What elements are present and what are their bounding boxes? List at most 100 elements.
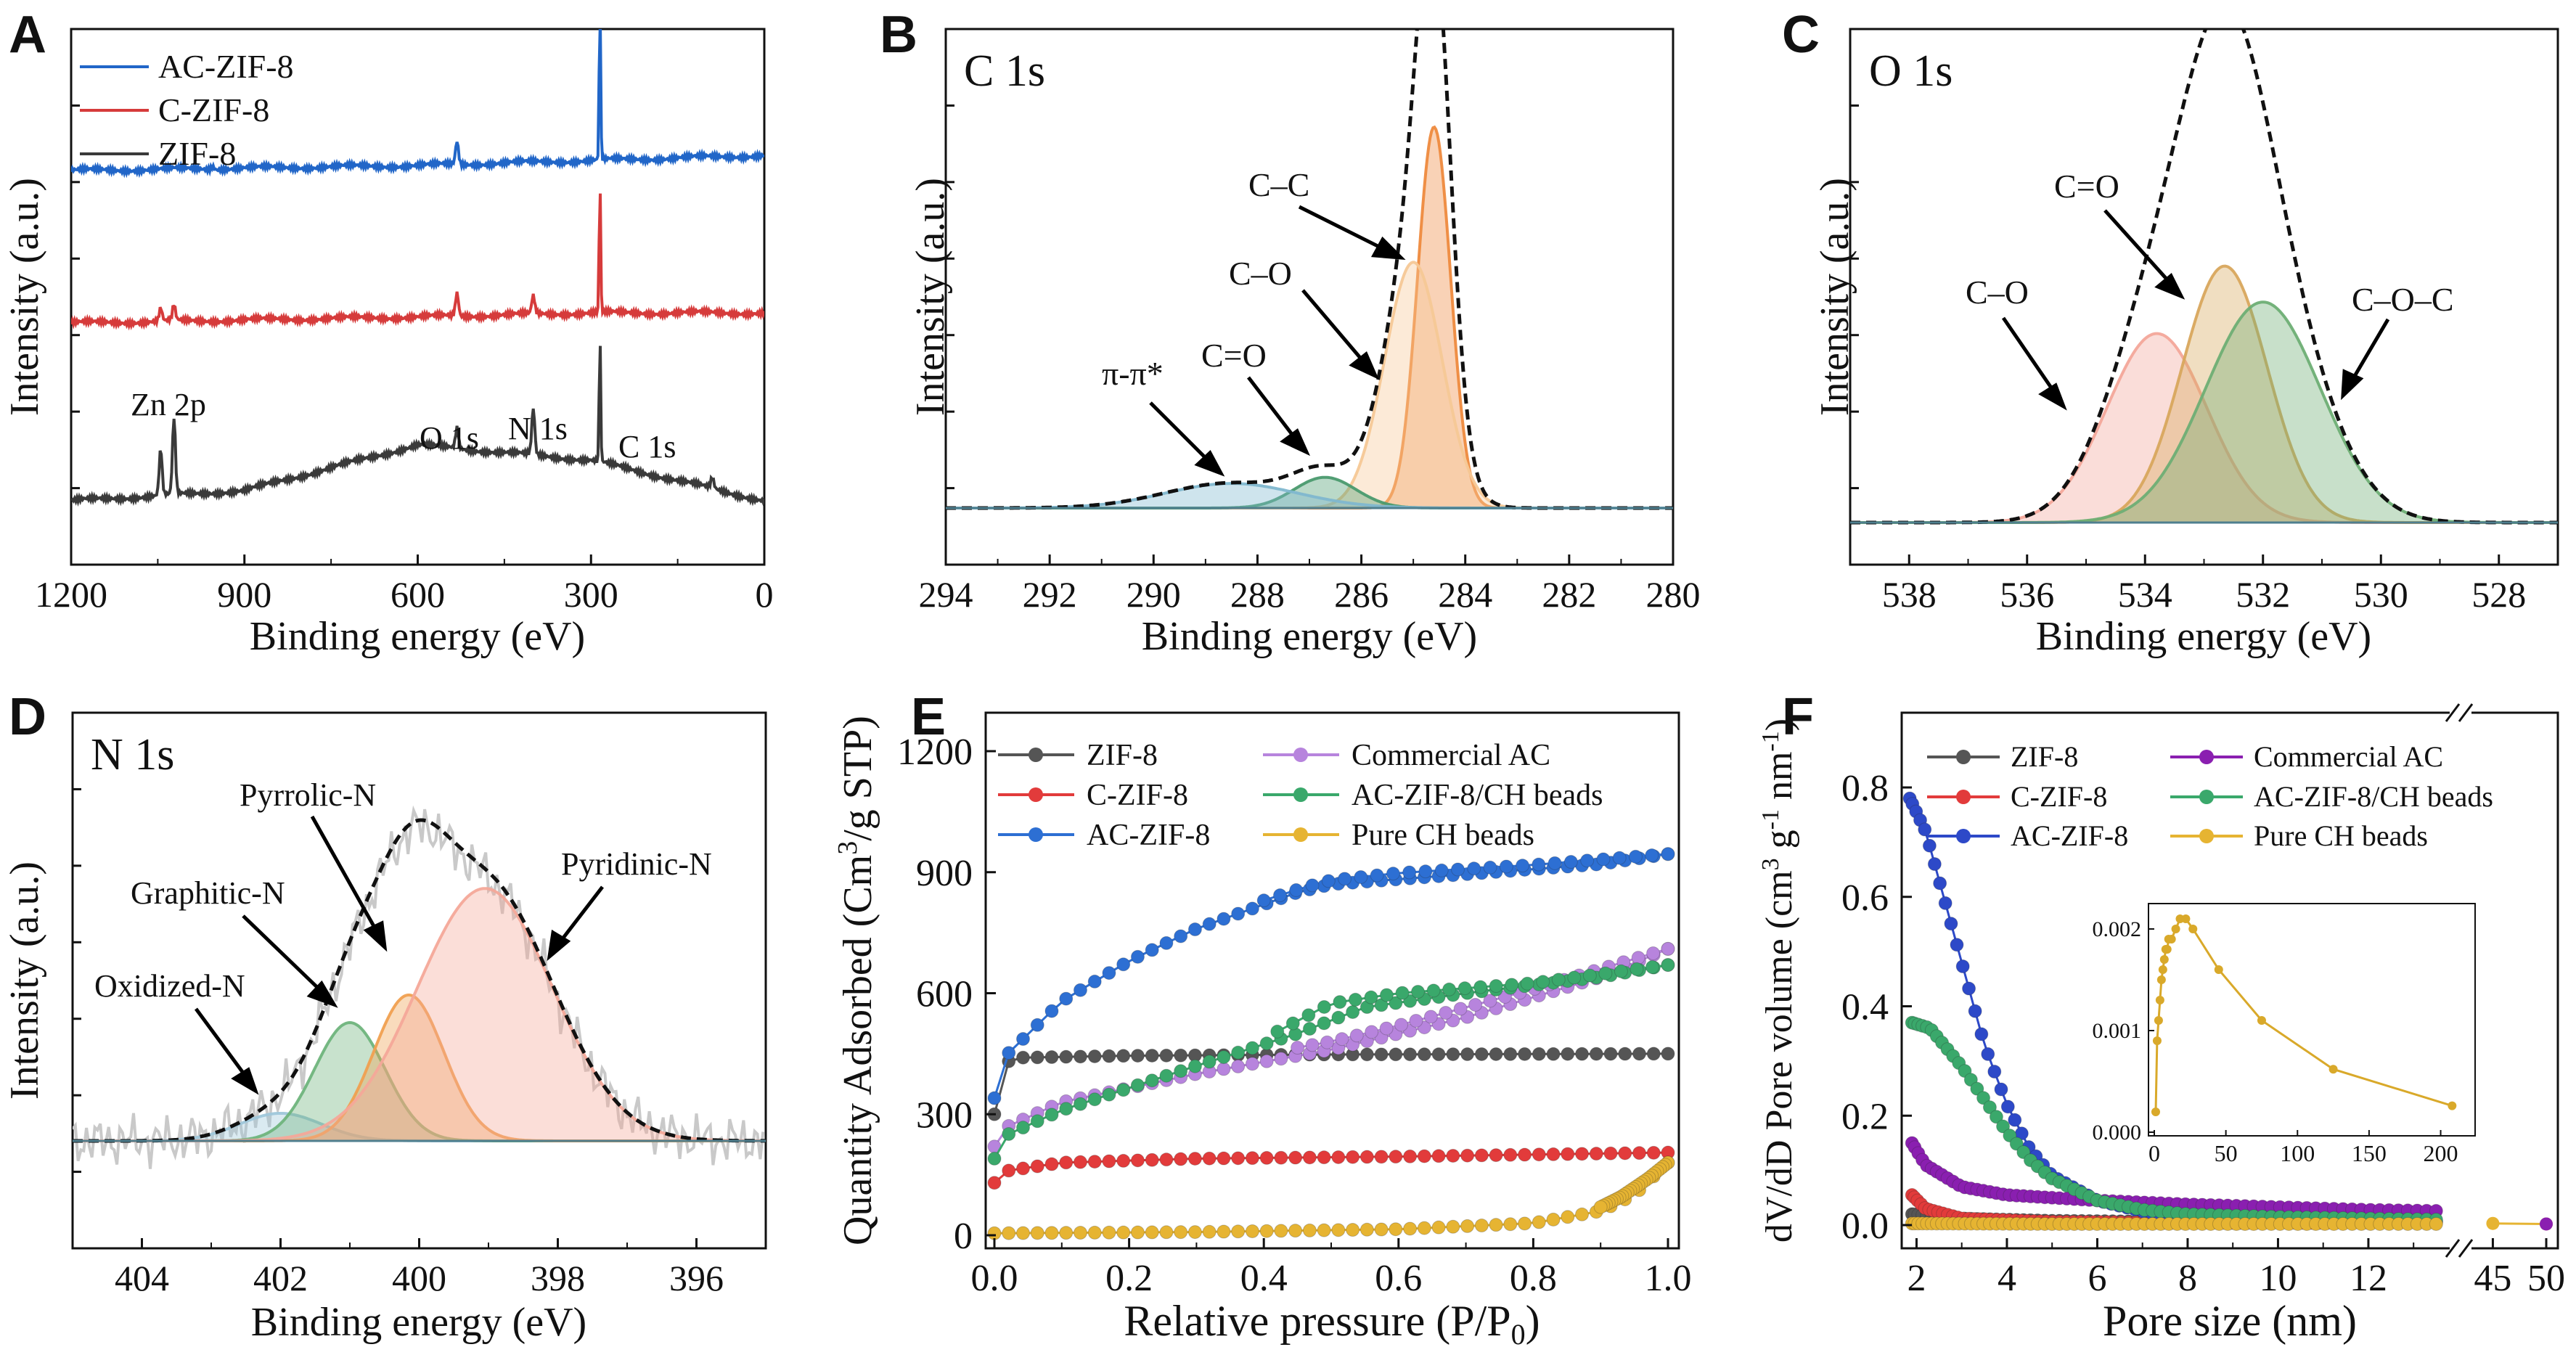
data-point [1302,1150,1317,1165]
data-point [1289,883,1304,897]
inset-data-point [2162,945,2172,954]
data-point [1365,1025,1379,1039]
data-point [1598,966,1613,981]
x-tick-label: 900 [217,574,271,615]
data-point [1532,1047,1546,1061]
data-point [1073,1097,1087,1111]
x-tick-label: 1.0 [1645,1258,1692,1299]
inset-data-point [2158,965,2167,974]
x-tick-label: 8 [2178,1258,2197,1299]
data-point [1073,983,1087,997]
data-point [1331,1010,1346,1025]
data-point [1245,901,1259,916]
data-point [1561,1147,1575,1161]
data-point [1305,1038,1320,1052]
data-point [1646,1047,1661,1061]
annotation-arrows [194,205,2390,1095]
data-point [1546,1212,1561,1227]
data-point [1145,1048,1159,1063]
data-point [1288,1150,1303,1165]
data-point [1015,1121,1030,1135]
y-tick-label: 300 [916,1094,973,1136]
data-point [1217,1151,1231,1166]
data-point [1274,1150,1288,1165]
data-point [1059,1226,1074,1240]
data-point [987,1226,1002,1240]
y-tick-label: 1200 [897,732,973,773]
data-point [1087,1225,1102,1240]
data-point [1130,1225,1145,1240]
data-point [1389,1150,1403,1164]
data-point [1446,1219,1460,1234]
annotation-pi-pi: π-π* [1102,355,1164,392]
data-point [1536,975,1550,989]
x-tick-label: 532 [2236,574,2290,615]
data-point [1589,1047,1603,1061]
data-point [1460,1148,1475,1163]
panel-f-series-right [2486,1216,2553,1231]
data-point [1087,1049,1102,1063]
data-point [1403,994,1418,1008]
data-point [1015,1161,1030,1176]
panel-f-inset-plot: 0 50 100 150 200 0.000 0.001 0.002 [2093,914,2458,1166]
data-point [1996,1119,2011,1134]
data-point [1059,1102,1074,1116]
annotation-c-o: C–O [1229,255,1292,292]
data-point [1575,1207,1590,1221]
data-point [1317,1016,1331,1031]
data-point [1460,1219,1475,1233]
inset-data-point [2154,1016,2163,1025]
data-point [1409,1013,1423,1028]
data-point [1646,1145,1661,1160]
data-point [1015,1226,1030,1240]
data-point [1359,1222,1374,1237]
x-tick-label: 280 [1646,574,1701,615]
data-point [1389,1222,1403,1237]
data-point [1217,1224,1231,1239]
peak-label-o1s: O 1s [420,420,479,456]
data-point [2486,1216,2500,1230]
legend-item-ac-zif8: AC-ZIF-8 [1927,819,2128,852]
data-point [1630,962,1644,976]
panel-c-ylabel: Intensity (a.u.) [1812,178,1857,416]
component-fill-oxidized-n [73,1113,766,1141]
data-point [1403,1221,1418,1236]
data-point [1044,1004,1059,1018]
inset-x-tick-label: 150 [2352,1140,2387,1166]
data-point [1370,868,1384,883]
data-point [1073,1049,1087,1064]
data-point [1417,1149,1431,1163]
data-point [1503,1047,1518,1061]
panel-d-title: N 1s [91,730,174,779]
data-point [1317,1150,1331,1165]
panel-b-plot: 294 292 290 288 286 284 282 280 [919,29,1701,615]
annotation-pyridinic-n: Pyridinic-N [561,846,712,882]
data-point [1518,1216,1532,1231]
legend-label-c-zif8: C-ZIF-8 [1087,779,1188,812]
annotation-c-o-c: C–O–C [2352,281,2454,318]
x-tick-label: 286 [1334,574,1389,615]
data-point [1389,1047,1403,1062]
data-point [1386,867,1400,881]
panel-e-xlabel: Relative pressure (P/P0) [1124,1297,1540,1351]
data-point [1044,1050,1059,1065]
data-point [1546,1047,1561,1061]
series-c-zif-8 [71,193,764,331]
data-point [2429,1216,2443,1231]
data-point [1631,951,1645,965]
x-tick-label: 2 [1907,1258,1926,1299]
panel-letter-d: D [9,688,46,746]
y-tick-label: 0 [954,1216,973,1257]
data-point [1245,1151,1259,1166]
y-tick-label: 0.6 [1841,877,1889,919]
data-point [1245,1224,1259,1238]
data-point [1030,1114,1044,1129]
data-point [1532,857,1546,872]
data-point [1434,863,1449,877]
data-point [1333,995,1347,1010]
data-point [1274,1224,1288,1238]
data-point [1359,1150,1374,1164]
data-point [1259,1036,1274,1051]
annotation-pyrrolic-n: Pyrrolic-N [240,777,376,813]
inset-x-tick-label: 50 [2215,1140,2238,1166]
